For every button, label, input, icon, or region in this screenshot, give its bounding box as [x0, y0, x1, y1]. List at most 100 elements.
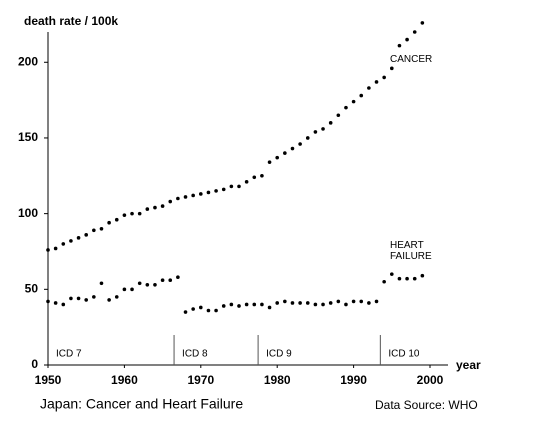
data-point — [420, 21, 425, 25]
data-point — [267, 160, 272, 164]
data-point — [237, 184, 241, 189]
data-point — [229, 302, 234, 307]
data-point — [321, 127, 325, 131]
data-point — [153, 282, 157, 287]
data-point — [99, 281, 104, 286]
data-point — [252, 302, 257, 307]
data-point — [313, 302, 318, 307]
data-point — [61, 302, 66, 307]
data-point — [92, 228, 96, 233]
data-point — [244, 302, 249, 307]
data-point — [351, 99, 356, 104]
data-point — [405, 37, 409, 42]
y-tick-label: 100 — [18, 206, 38, 220]
data-point — [420, 273, 425, 278]
series-label: HEART FAILURE — [390, 240, 432, 262]
data-point — [99, 226, 104, 231]
data-point — [290, 301, 295, 305]
data-point — [199, 305, 203, 310]
data-point — [252, 175, 257, 180]
data-point — [69, 296, 73, 301]
data-point — [367, 301, 371, 305]
x-tick-label: 1950 — [35, 373, 62, 387]
data-point — [229, 184, 234, 189]
data-point — [290, 146, 295, 151]
data-point — [84, 233, 88, 237]
data-point — [53, 246, 58, 251]
x-axis-label: year — [456, 358, 481, 372]
data-point — [367, 86, 371, 90]
data-point — [390, 272, 394, 276]
data-point — [221, 304, 226, 308]
y-tick-label: 150 — [18, 130, 38, 144]
data-point — [176, 275, 180, 280]
data-point — [191, 307, 195, 311]
y-tick-label: 50 — [25, 281, 39, 295]
icd-label: ICD 8 — [182, 349, 208, 360]
y-tick-label: 200 — [18, 54, 38, 68]
data-point — [92, 295, 96, 299]
data-point — [412, 276, 417, 281]
data-point — [405, 276, 409, 281]
data-point — [214, 189, 218, 193]
data-point — [145, 282, 150, 287]
data-point — [313, 130, 318, 134]
data-point — [46, 248, 50, 252]
data-point — [183, 310, 188, 314]
data-point — [336, 299, 341, 304]
data-point — [168, 199, 173, 204]
data-point — [153, 205, 157, 210]
data-point — [176, 196, 180, 201]
data-point — [244, 180, 249, 184]
data-point — [305, 136, 310, 140]
series-label: CANCER — [390, 54, 433, 65]
data-point — [382, 75, 386, 80]
data-point — [107, 220, 111, 225]
data-point — [122, 287, 127, 292]
data-point — [351, 299, 356, 304]
data-point — [199, 192, 203, 196]
data-point — [145, 207, 150, 211]
data-point — [168, 278, 173, 283]
data-point — [359, 93, 364, 98]
data-point — [114, 217, 119, 222]
data-point — [344, 302, 348, 307]
data-point — [336, 113, 341, 118]
data-point — [137, 281, 142, 286]
y-tick-label: 0 — [31, 357, 38, 371]
data-point — [283, 151, 287, 155]
data-point — [283, 299, 287, 304]
data-point — [191, 193, 195, 198]
x-tick-label: 1960 — [111, 373, 138, 387]
data-point — [305, 301, 310, 305]
x-tick-label: 2000 — [417, 373, 444, 387]
data-point — [260, 302, 264, 307]
data-point — [130, 211, 134, 216]
source: Data Source: WHO — [375, 398, 478, 412]
data-point — [267, 305, 272, 310]
data-point — [374, 299, 379, 304]
data-point — [298, 142, 302, 146]
data-point — [390, 66, 394, 71]
data-point — [107, 298, 111, 302]
data-point — [61, 242, 66, 246]
data-point — [237, 304, 241, 308]
data-point — [183, 195, 188, 199]
data-point — [260, 173, 264, 178]
x-tick-label: 1990 — [340, 373, 367, 387]
data-point — [160, 204, 165, 208]
data-point — [321, 302, 325, 307]
x-tick-label: 1980 — [264, 373, 291, 387]
data-point — [412, 30, 417, 34]
data-point — [69, 239, 73, 243]
y-axis-label: death rate / 100k — [24, 14, 118, 28]
icd-label: ICD 7 — [56, 349, 82, 360]
data-point — [46, 299, 50, 304]
data-point — [221, 187, 226, 192]
data-point — [298, 301, 302, 305]
data-point — [275, 155, 280, 160]
icd-label: ICD 10 — [388, 349, 420, 360]
data-point — [214, 308, 218, 313]
